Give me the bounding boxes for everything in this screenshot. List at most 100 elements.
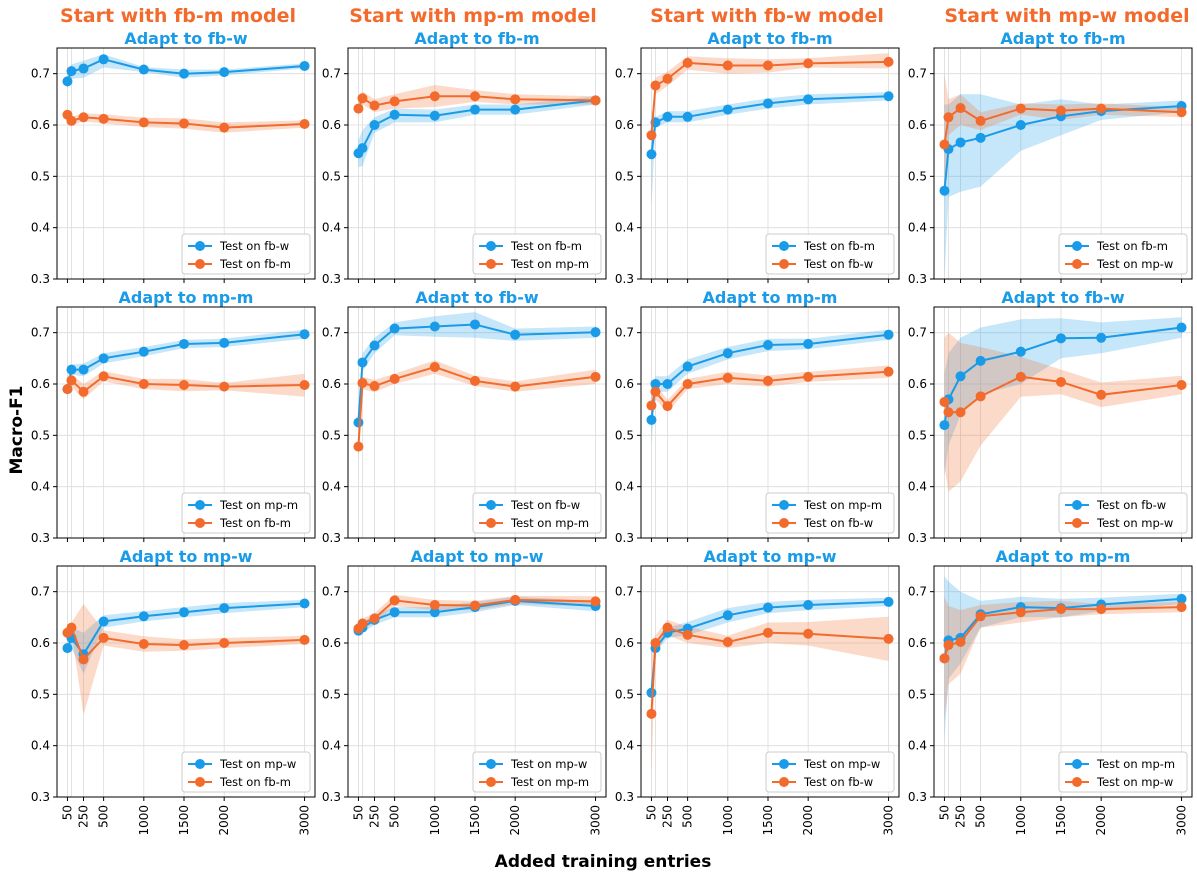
y-tick-label: 0.6 — [322, 118, 341, 132]
x-tick-label: 250 — [77, 805, 91, 828]
confidence-band-1 — [944, 317, 1182, 477]
series-line-2 — [66, 625, 305, 662]
legend-swatch-marker — [486, 259, 496, 269]
panel-1: Adapt to fb-w 0.3 0.4 0.5 0.6 0.7 Test on fb-w… — [31, 29, 316, 286]
data-point — [178, 68, 189, 79]
legend-swatch-marker — [486, 500, 496, 510]
legend-box — [472, 233, 602, 275]
data-point — [138, 117, 149, 128]
x-tick-label: 50 — [60, 805, 74, 820]
data-point — [62, 76, 73, 87]
data-point — [1176, 322, 1187, 333]
y-tick-label: 0.5 — [615, 687, 634, 701]
y-tick-label: 0.5 — [615, 428, 634, 442]
data-point — [62, 384, 73, 395]
plot-frame — [56, 306, 316, 539]
x-tick-label: 500 — [97, 805, 111, 828]
panel-title: Adapt to mp-w — [410, 547, 543, 566]
y-tick-label: 0.6 — [31, 118, 50, 132]
data-point — [762, 375, 773, 386]
x-tick-label: 3000 — [1175, 805, 1189, 836]
data-point — [357, 93, 368, 104]
plot-frame — [347, 47, 607, 280]
y-tick-label: 0.6 — [908, 377, 927, 391]
y-tick-label: 0.7 — [615, 67, 634, 81]
data-point — [1055, 604, 1066, 615]
y-tick-label: 0.4 — [615, 221, 634, 235]
data-point — [369, 340, 380, 351]
legend-label: Test on fb-m — [219, 516, 291, 530]
plot-frame — [640, 306, 900, 539]
panel-title: Adapt to fb-w — [124, 29, 248, 48]
legend-label: Test on mp-w — [803, 757, 880, 771]
data-point — [429, 600, 440, 611]
data-point — [178, 338, 189, 349]
confidence-band-1 — [944, 576, 1182, 741]
data-point — [646, 400, 657, 411]
data-point — [803, 94, 814, 105]
data-point — [138, 346, 149, 357]
data-point — [883, 366, 894, 377]
y-tick-label: 0.4 — [908, 221, 927, 235]
data-point — [646, 708, 657, 719]
legend-box — [1058, 233, 1188, 275]
y-tick-label: 0.7 — [908, 585, 927, 599]
data-point — [98, 371, 109, 382]
data-point — [98, 353, 109, 364]
x-tick-label: 1500 — [761, 805, 775, 836]
confidence-band-1 — [651, 597, 889, 705]
legend-box — [1058, 492, 1188, 534]
legend-box — [472, 751, 602, 793]
data-point — [762, 602, 773, 613]
data-point — [299, 598, 310, 609]
data-point — [939, 420, 950, 431]
data-point — [66, 66, 77, 77]
panel-2: Adapt to fb-m 0.3 0.4 0.5 0.6 0.7 Test on fb-m… — [322, 29, 607, 286]
plot-frame — [347, 565, 607, 798]
data-point — [762, 627, 773, 638]
legend-label: Test on fb-m — [803, 239, 875, 253]
data-point — [650, 379, 661, 389]
plot-frame — [640, 565, 900, 798]
x-tick-label: 50 — [937, 805, 951, 820]
panel-10: Adapt to mp-w 0.3 0.4 0.5 0.6 0.7 50 250 500 1000… — [322, 547, 607, 836]
legend-swatch-marker — [486, 241, 496, 251]
x-tick-label: 1000 — [721, 805, 735, 836]
data-point — [939, 139, 950, 150]
data-point — [353, 417, 364, 428]
legend-box — [765, 492, 895, 534]
legend-label: Test on fb-w — [510, 498, 580, 512]
panel-3: Adapt to fb-m 0.3 0.4 0.5 0.6 0.7 Test on fb-m… — [615, 29, 900, 286]
data-point — [762, 60, 773, 71]
data-point — [510, 381, 521, 392]
data-point — [357, 377, 368, 388]
y-tick-label: 0.5 — [31, 428, 50, 442]
data-point — [98, 632, 109, 643]
y-tick-label: 0.7 — [322, 585, 341, 599]
data-point — [469, 600, 480, 611]
y-tick-label: 0.7 — [31, 585, 50, 599]
legend-label: Test on mp-m — [510, 257, 589, 271]
legend-box — [181, 492, 311, 534]
legend-label: Test on fb-m — [219, 775, 291, 789]
x-tick-label: 1000 — [137, 805, 151, 836]
confidence-band-1 — [358, 96, 596, 168]
confidence-band-2 — [944, 332, 1182, 492]
data-point — [955, 407, 966, 418]
legend-swatch-marker — [486, 518, 496, 528]
data-point — [762, 339, 773, 350]
data-point — [1015, 346, 1026, 357]
data-point — [646, 149, 657, 160]
y-tick-label: 0.6 — [615, 377, 634, 391]
data-point — [883, 633, 894, 644]
y-tick-label: 0.5 — [31, 169, 50, 183]
y-tick-label: 0.4 — [908, 480, 927, 494]
data-point — [78, 112, 89, 123]
data-point — [389, 373, 400, 384]
confidence-band-1 — [944, 94, 1182, 279]
data-point — [1055, 105, 1066, 116]
y-tick-label: 0.7 — [908, 326, 927, 340]
data-point — [369, 100, 380, 111]
x-tick-label: 1500 — [468, 805, 482, 836]
